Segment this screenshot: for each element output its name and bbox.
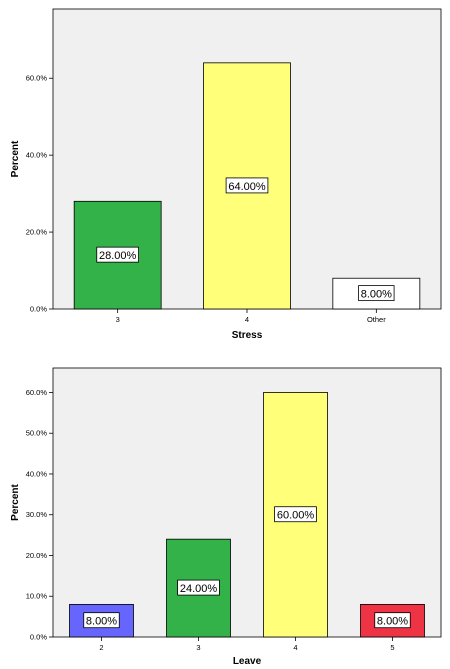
- data-label: 28.00%: [96, 246, 139, 263]
- x-tick-label: 4: [245, 315, 249, 324]
- y-tick-label: 40.0%: [26, 151, 48, 160]
- data-label-box: [96, 246, 139, 263]
- x-tick-label: 3: [196, 643, 200, 652]
- data-label-box: [358, 285, 395, 302]
- data-label-box: [83, 612, 120, 629]
- data-label-text: 28.00%: [99, 250, 137, 262]
- data-label-text: 8.00%: [86, 616, 117, 628]
- y-axis-title: Percent: [10, 483, 21, 520]
- x-axis-title: Leave: [233, 656, 262, 667]
- data-label: 60.00%: [274, 506, 317, 523]
- data-label-box: [177, 579, 220, 596]
- data-label-box: [274, 506, 317, 523]
- y-tick-label: 50.0%: [26, 429, 48, 438]
- data-label: 8.00%: [358, 285, 395, 302]
- data-label-text: 8.00%: [377, 616, 408, 628]
- y-tick-label: 20.0%: [26, 228, 48, 237]
- data-label-text: 24.00%: [180, 583, 218, 595]
- data-label: 24.00%: [177, 579, 220, 596]
- data-label-box: [225, 177, 269, 194]
- data-label: 64.00%: [225, 177, 269, 194]
- data-label: 8.00%: [374, 612, 411, 629]
- x-tick-label: 5: [390, 643, 394, 652]
- data-label-text: 8.00%: [361, 289, 392, 301]
- y-tick-label: 0.0%: [30, 633, 47, 642]
- data-label-box: [374, 612, 411, 629]
- y-tick-label: 60.0%: [26, 388, 48, 397]
- x-tick-label: 4: [293, 643, 297, 652]
- data-label: 8.00%: [83, 612, 120, 629]
- data-label-text: 64.00%: [228, 181, 266, 193]
- y-tick-label: 0.0%: [30, 305, 47, 314]
- x-tick-label: 3: [116, 315, 120, 324]
- chart-1: 0.0% 20.0% 40.0% 60.0% Percent 3 28.00% 4 64.00%…: [10, 8, 442, 341]
- y-axis-title: Percent: [10, 140, 21, 177]
- y-tick-label: 60.0%: [26, 74, 48, 83]
- x-tick-label: Other: [367, 315, 386, 324]
- y-tick-label: 20.0%: [26, 551, 48, 560]
- y-tick-label: 40.0%: [26, 469, 48, 478]
- x-tick-label: 2: [99, 643, 103, 652]
- data-label-text: 60.00%: [277, 510, 315, 522]
- y-tick-label: 30.0%: [26, 510, 48, 519]
- y-tick-label: 10.0%: [26, 592, 48, 601]
- plot-area: [52, 367, 442, 638]
- chart-2: 0.0% 10.0% 20.0% 30.0% 40.0% 50.0% 60.0% Percen…: [10, 367, 442, 667]
- x-axis-title: Stress: [232, 330, 263, 341]
